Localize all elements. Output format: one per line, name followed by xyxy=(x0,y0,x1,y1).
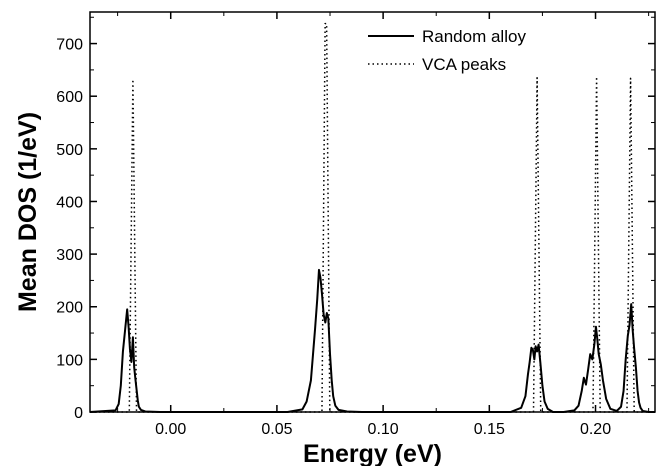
x-axis: 0.00 0.05 0.10 0.15 0.20 xyxy=(117,12,650,438)
x-tick-label: 0.20 xyxy=(580,421,611,438)
y-axis: 0 100 200 300 400 500 600 700 xyxy=(56,16,655,422)
series-line-vca-peaks xyxy=(90,22,655,413)
y-tick-label: 400 xyxy=(56,194,83,211)
y-axis-title: Mean DOS (1/eV) xyxy=(14,112,42,312)
series-line-random-alloy xyxy=(89,268,655,413)
y-tick-label: 200 xyxy=(56,300,83,317)
y-tick-label: 700 xyxy=(56,37,83,54)
y-tick-label: 0 xyxy=(74,405,83,422)
y-tick-label: 100 xyxy=(56,352,83,369)
plot-content xyxy=(89,22,655,413)
x-tick-label: 0.05 xyxy=(261,421,292,438)
y-tick-label: 300 xyxy=(56,247,83,264)
legend-label-random-alloy: Random alloy xyxy=(422,27,526,46)
legend: Random alloy VCA peaks xyxy=(368,27,526,74)
legend-label-vca-peaks: VCA peaks xyxy=(422,55,506,74)
x-tick-label: 0.15 xyxy=(474,421,505,438)
y-tick-label: 500 xyxy=(56,142,83,159)
plot-frame xyxy=(89,11,656,413)
x-tick-label: 0.00 xyxy=(155,421,186,438)
x-axis-title: Energy (eV) xyxy=(303,440,442,466)
y-tick-label: 600 xyxy=(56,89,83,106)
x-tick-label: 0.10 xyxy=(368,421,399,438)
